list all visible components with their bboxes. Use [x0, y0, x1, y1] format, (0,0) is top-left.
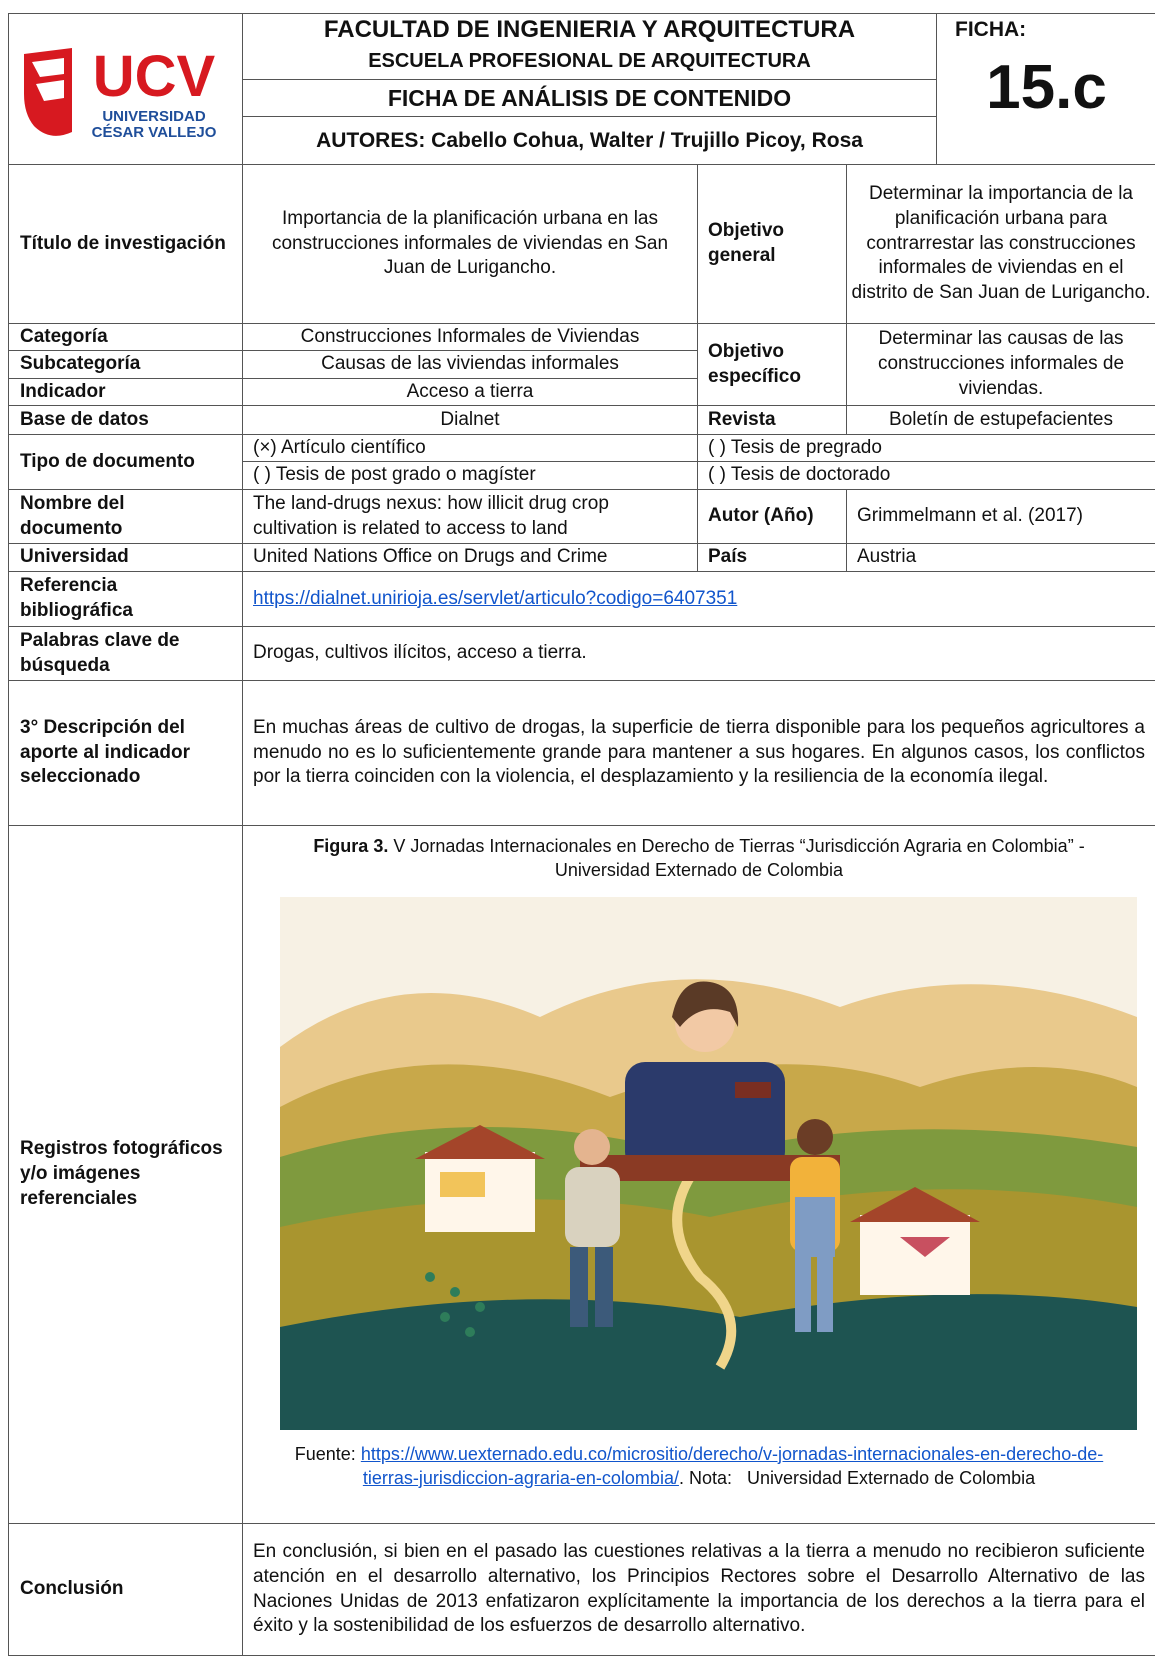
value: Austria — [846, 543, 1155, 572]
value: Drogas, cultivos ilícitos, acceso a tier… — [242, 626, 1155, 681]
header: UCV UNIVERSIDAD CÉSAR VALLEJO FACULTAD D… — [8, 13, 1155, 165]
logo-sub: UNIVERSIDAD — [102, 108, 206, 125]
source-link[interactable]: https://www.uexternado.edu.co/micrositio… — [360, 1443, 1104, 1488]
logo-sub: CÉSAR VALLEJO — [91, 124, 216, 141]
value: Determinar las causas de las construccio… — [846, 323, 1155, 406]
ficha-number: 15.c — [986, 53, 1107, 122]
ficha-cell: FICHA: 15.c — [936, 14, 1155, 164]
label: Subcategoría — [8, 350, 243, 379]
option: (×) Artículo científico — [242, 434, 698, 462]
label: Nombre del documento — [8, 489, 243, 544]
value: United Nations Office on Drugs and Crime — [242, 543, 698, 572]
label: Autor (Año) — [697, 489, 847, 544]
label: Objetivo específico — [697, 323, 847, 406]
logo-cell: UCV UNIVERSIDAD CÉSAR VALLEJO — [9, 14, 243, 164]
option: ( ) Tesis de doctorado — [697, 461, 1155, 490]
label: 3° Descripción del aporte al indicador s… — [8, 680, 243, 826]
value: The land-drugs nexus: how illicit drug c… — [242, 489, 698, 544]
source-prefix: Fuente: — [294, 1443, 356, 1464]
option: ( ) Tesis de post grado o magíster — [242, 461, 698, 490]
sheet-title: FICHA DE ANÁLISIS DE CONTENIDO — [243, 80, 936, 117]
label: Registros fotográficos y/o imágenes refe… — [8, 825, 243, 1524]
label: País — [697, 543, 847, 572]
school: ESCUELA PROFESIONAL DE ARQUITECTURA — [243, 45, 936, 80]
value: Acceso a tierra — [242, 378, 698, 406]
figure-caption: V Jornadas Internacionales en Derecho de… — [393, 836, 1085, 881]
authors: AUTORES: Cabello Cohua, Walter / Trujill… — [316, 129, 863, 152]
label: Revista — [697, 405, 847, 435]
label: Categoría — [8, 323, 243, 351]
label: Conclusión — [8, 1523, 243, 1656]
value: En muchas áreas de cultivo de drogas, la… — [242, 680, 1155, 826]
label: Tipo de documento — [8, 434, 243, 490]
label: Palabras clave de búsqueda — [8, 626, 243, 681]
label: Indicador — [8, 378, 243, 406]
illustration — [280, 896, 1137, 1430]
value: Determinar la importancia de la planific… — [846, 164, 1155, 324]
label: Universidad — [8, 543, 243, 572]
value: Importancia de la planificación urbana e… — [242, 164, 698, 324]
logo: UCV UNIVERSIDAD CÉSAR VALLEJO — [23, 44, 216, 141]
source-note: . Nota: Universidad Externado de Colombi… — [678, 1467, 1036, 1488]
ficha-label: FICHA: — [955, 18, 1027, 41]
option: ( ) Tesis de pregrado — [697, 434, 1155, 462]
figure-source: Fuente: https://www.uexternado.edu.co/mi… — [253, 1442, 1145, 1491]
label: Base de datos — [8, 405, 243, 435]
value: Grimmelmann et al. (2017) — [846, 489, 1155, 544]
value: Causas de las viviendas informales — [242, 350, 698, 379]
faculty: FACULTAD DE INGENIERIA Y ARQUITECTURA — [323, 16, 856, 43]
reference-link[interactable]: https://dialnet.unirioja.es/servlet/arti… — [253, 587, 738, 609]
label: Objetivo general — [697, 164, 847, 324]
label: Referencia bibliográfica — [8, 571, 243, 627]
label: Título de investigación — [8, 164, 243, 324]
value: Dialnet — [242, 405, 698, 435]
value: Boletín de estupefacientes — [846, 405, 1155, 435]
value: Construcciones Informales de Viviendas — [242, 323, 698, 351]
analysis-table: Título de investigación Importancia de l… — [8, 164, 1155, 1656]
figure-number: Figura 3. — [313, 836, 389, 856]
logo-text: UCV — [92, 44, 215, 109]
figure-caption-block: Figura 3. V Jornadas Internacionales en … — [253, 834, 1145, 883]
figure-cell: Figura 3. V Jornadas Internacionales en … — [242, 825, 1155, 1524]
value: En conclusión, si bien en el pasado las … — [242, 1523, 1155, 1656]
